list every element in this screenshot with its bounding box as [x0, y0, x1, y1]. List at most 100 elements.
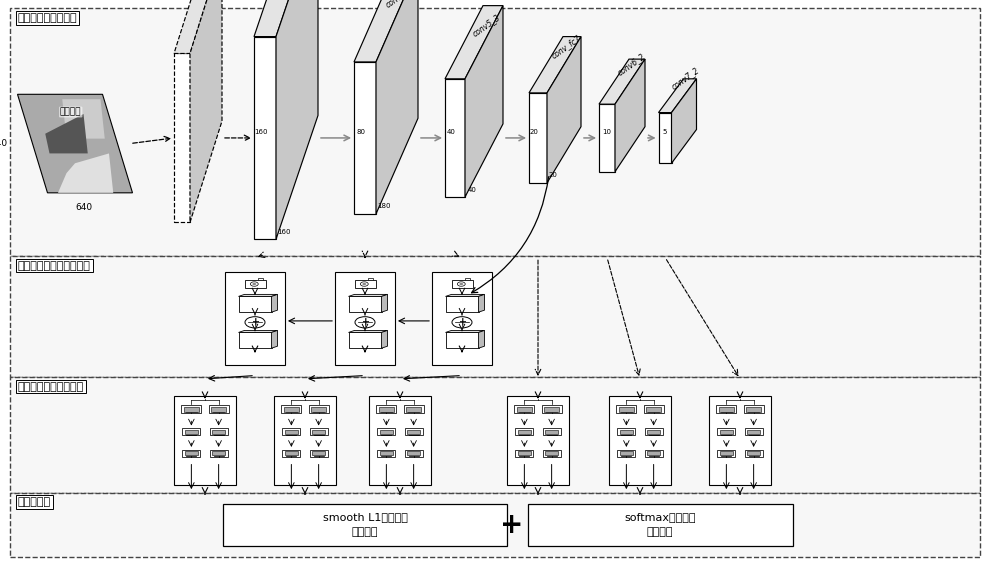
- Polygon shape: [445, 79, 465, 197]
- Bar: [609, 396, 671, 485]
- Bar: [212, 430, 225, 434]
- Bar: [406, 407, 421, 412]
- Text: 640: 640: [0, 139, 7, 148]
- Text: smooth L1损失函数: smooth L1损失函数: [323, 512, 407, 522]
- Bar: [514, 405, 534, 413]
- Bar: [616, 405, 636, 413]
- Text: 10: 10: [602, 129, 612, 135]
- Bar: [258, 278, 263, 280]
- Polygon shape: [349, 294, 388, 296]
- Bar: [644, 405, 664, 413]
- Bar: [211, 407, 226, 412]
- Polygon shape: [445, 6, 503, 79]
- Bar: [405, 428, 423, 435]
- Polygon shape: [349, 330, 388, 332]
- Circle shape: [252, 283, 256, 285]
- Bar: [617, 428, 635, 435]
- Bar: [10, 256, 980, 377]
- Bar: [184, 407, 199, 412]
- Bar: [507, 396, 569, 485]
- Bar: [747, 451, 760, 455]
- Bar: [285, 451, 298, 455]
- Bar: [285, 430, 298, 434]
- Bar: [515, 428, 533, 435]
- Bar: [309, 405, 329, 413]
- Polygon shape: [45, 114, 88, 153]
- Bar: [517, 407, 532, 412]
- Bar: [282, 428, 300, 435]
- Polygon shape: [190, 0, 222, 222]
- Polygon shape: [239, 330, 278, 332]
- Polygon shape: [599, 104, 615, 172]
- Bar: [709, 396, 771, 485]
- Polygon shape: [58, 153, 113, 193]
- Text: 20: 20: [530, 129, 538, 135]
- Polygon shape: [672, 79, 696, 163]
- Text: +: +: [500, 511, 524, 539]
- Bar: [717, 450, 735, 457]
- Bar: [717, 428, 735, 435]
- Polygon shape: [239, 296, 272, 312]
- Bar: [620, 430, 633, 434]
- Bar: [244, 280, 266, 288]
- Text: conv5_3: conv5_3: [470, 12, 502, 38]
- Polygon shape: [376, 0, 418, 214]
- Polygon shape: [174, 53, 190, 222]
- Bar: [647, 451, 660, 455]
- Polygon shape: [239, 294, 278, 296]
- Bar: [744, 405, 764, 413]
- Bar: [185, 451, 198, 455]
- Bar: [645, 428, 663, 435]
- Bar: [720, 430, 733, 434]
- Polygon shape: [174, 0, 222, 53]
- Bar: [181, 405, 201, 413]
- Text: 上下文辅助预测模块层: 上下文辅助预测模块层: [18, 382, 84, 392]
- Text: 基础特征提取网络层: 基础特征提取网络层: [18, 13, 78, 23]
- Polygon shape: [446, 296, 479, 312]
- Text: 640: 640: [75, 203, 92, 212]
- Polygon shape: [62, 99, 105, 138]
- Polygon shape: [529, 93, 547, 183]
- Bar: [368, 278, 373, 280]
- Polygon shape: [382, 294, 388, 312]
- Text: 80: 80: [356, 129, 366, 135]
- Bar: [645, 450, 663, 457]
- Text: 160: 160: [277, 229, 291, 235]
- Bar: [545, 430, 558, 434]
- Text: +: +: [458, 318, 466, 327]
- Bar: [544, 407, 559, 412]
- Bar: [745, 428, 763, 435]
- Bar: [619, 407, 634, 412]
- Polygon shape: [239, 332, 272, 348]
- Bar: [716, 405, 736, 413]
- Bar: [452, 280, 473, 288]
- Bar: [209, 405, 229, 413]
- Text: 位置回归: 位置回归: [352, 527, 378, 537]
- Bar: [543, 428, 561, 435]
- Polygon shape: [272, 294, 278, 312]
- Bar: [284, 407, 299, 412]
- Polygon shape: [254, 37, 276, 239]
- Bar: [545, 451, 558, 455]
- Bar: [10, 8, 980, 256]
- Polygon shape: [479, 294, 485, 312]
- Circle shape: [360, 282, 368, 286]
- Bar: [310, 450, 328, 457]
- Bar: [518, 451, 531, 455]
- Polygon shape: [17, 94, 132, 193]
- Bar: [312, 451, 325, 455]
- Polygon shape: [276, 0, 318, 239]
- Bar: [377, 450, 395, 457]
- Text: 低层级特征金字塔网络层: 低层级特征金字塔网络层: [18, 261, 91, 271]
- Bar: [10, 377, 980, 493]
- Bar: [185, 430, 198, 434]
- Bar: [746, 407, 761, 412]
- Circle shape: [355, 317, 375, 328]
- Bar: [515, 450, 533, 457]
- Bar: [543, 450, 561, 457]
- Polygon shape: [382, 330, 388, 348]
- Text: 增广图片: 增广图片: [60, 108, 82, 117]
- Bar: [222, 503, 507, 546]
- Bar: [282, 450, 300, 457]
- Bar: [379, 407, 394, 412]
